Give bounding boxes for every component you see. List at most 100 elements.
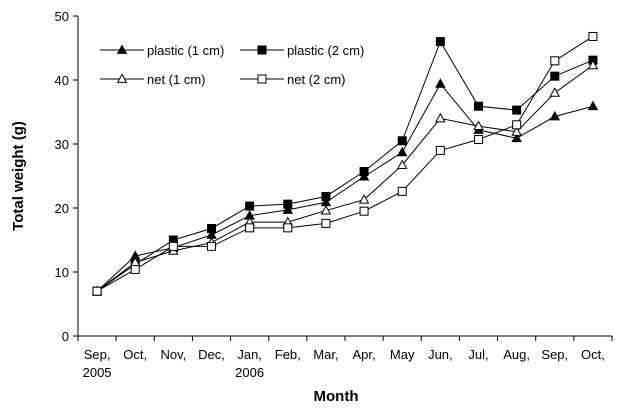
x-tick-label: Jul, xyxy=(468,347,488,362)
legend-label: net (1 cm) xyxy=(147,72,206,87)
legend-marker xyxy=(257,45,267,55)
x-tick-label-line: Aug, xyxy=(503,347,530,362)
data-point xyxy=(396,159,408,170)
x-tick-label: Apr, xyxy=(353,347,376,362)
x-tick-label: Jan, 2006 xyxy=(235,347,264,380)
data-point xyxy=(321,218,331,228)
x-tick-label-line: Jun, xyxy=(428,347,453,362)
legend-entry: net (2 cm) xyxy=(240,72,346,87)
y-tick-label: 40 xyxy=(55,73,69,88)
data-point xyxy=(207,223,216,233)
series-filled-triangle xyxy=(91,78,599,296)
x-tick-label: May xyxy=(390,347,415,362)
x-tick-label: Oct, xyxy=(581,347,605,362)
data-point xyxy=(435,78,446,88)
legend-label: plastic (2 cm) xyxy=(287,43,364,58)
chart-legend: plastic (1 cm) plastic (2 cm) net (1 cm) ne… xyxy=(100,43,364,87)
x-tick-label-line: 2006 xyxy=(235,365,264,380)
x-tick-label-line: Dec, xyxy=(198,347,225,362)
data-point xyxy=(283,199,293,209)
data-point xyxy=(435,37,445,47)
legend-label: plastic (1 cm) xyxy=(147,43,224,58)
y-tick-label: 20 xyxy=(55,201,69,216)
data-point xyxy=(549,87,561,97)
legend-label: net (2 cm) xyxy=(287,72,346,87)
data-point xyxy=(512,120,522,130)
series-line xyxy=(96,64,594,292)
x-tick-label: Jun, xyxy=(428,347,453,362)
data-point xyxy=(435,145,445,155)
y-tick-label: 0 xyxy=(62,329,69,344)
data-point xyxy=(320,204,332,215)
x-tick-label: Sep, 2005 xyxy=(83,347,112,380)
data-point xyxy=(435,112,446,123)
data-point xyxy=(550,71,560,81)
x-tick-label-line: May xyxy=(390,347,415,362)
data-point xyxy=(511,126,522,136)
x-tick-label: Sep, xyxy=(541,347,568,362)
x-tick-label-line: 2005 xyxy=(83,365,112,380)
series-line xyxy=(96,36,594,292)
series-line xyxy=(96,40,594,292)
x-tick-label: Dec, xyxy=(198,347,225,362)
x-tick-label-line: Jul, xyxy=(468,347,488,362)
legend-entry: plastic (2 cm) xyxy=(240,43,364,58)
x-tick-label-line: Nov, xyxy=(160,347,186,362)
data-point xyxy=(130,264,140,274)
x-tick-label-line: Mar, xyxy=(313,347,338,362)
data-point xyxy=(511,132,522,143)
data-point xyxy=(512,105,522,115)
y-tick-label: 10 xyxy=(55,265,69,280)
chart-series xyxy=(91,31,599,296)
series-line xyxy=(96,82,594,292)
x-tick-label: Mar, xyxy=(313,347,338,362)
data-point xyxy=(321,191,331,201)
data-point xyxy=(397,136,407,146)
legend-marker xyxy=(116,73,128,83)
data-point xyxy=(359,167,369,177)
legend-marker xyxy=(257,74,267,84)
data-point xyxy=(473,120,484,130)
x-tick-label-line: Oct, xyxy=(581,347,605,362)
series-open-triangle xyxy=(91,59,599,296)
x-tick-label: Feb, xyxy=(275,347,301,362)
data-point xyxy=(474,135,483,145)
data-point xyxy=(550,56,560,66)
data-point xyxy=(358,194,370,204)
data-point xyxy=(92,286,102,296)
chart-axes: 0 10 20 30 40 50 Sep, 2005 Oct, Nov, Dec, Jan, 2006 F… xyxy=(55,9,613,380)
x-axis-title: Month xyxy=(314,388,359,405)
data-point xyxy=(587,100,599,111)
data-point xyxy=(283,223,293,233)
legend-entry: net (1 cm) xyxy=(100,72,206,87)
data-point xyxy=(549,110,561,121)
x-tick-label-line: Sep, xyxy=(541,347,568,362)
data-point xyxy=(396,146,408,157)
x-tick-label: Aug, xyxy=(503,347,530,362)
legend-marker xyxy=(116,44,128,54)
series-filled-square xyxy=(92,37,598,296)
data-point xyxy=(588,31,598,41)
data-point xyxy=(245,223,255,233)
x-tick-label: Nov, xyxy=(160,347,186,362)
series-open-square xyxy=(92,31,598,296)
x-tick-label-line: Jan, xyxy=(237,347,262,362)
data-point xyxy=(474,101,483,111)
data-point xyxy=(282,204,294,214)
data-point xyxy=(397,186,407,196)
x-tick-label-line: Oct, xyxy=(123,347,147,362)
y-axis-title: Total weight (g) xyxy=(10,121,27,231)
legend-entry: plastic (1 cm) xyxy=(100,43,224,58)
x-tick-label-line: Sep, xyxy=(84,347,111,362)
x-tick-label-line: Apr, xyxy=(353,347,376,362)
x-tick-label-line: Feb, xyxy=(275,347,301,362)
data-point xyxy=(207,241,216,251)
y-tick-label: 30 xyxy=(55,137,69,152)
data-point xyxy=(245,201,255,211)
data-point xyxy=(168,241,178,251)
x-tick-label: Oct, xyxy=(123,347,147,362)
data-point xyxy=(587,59,599,70)
y-tick-label: 50 xyxy=(55,9,69,24)
data-point xyxy=(359,206,369,216)
